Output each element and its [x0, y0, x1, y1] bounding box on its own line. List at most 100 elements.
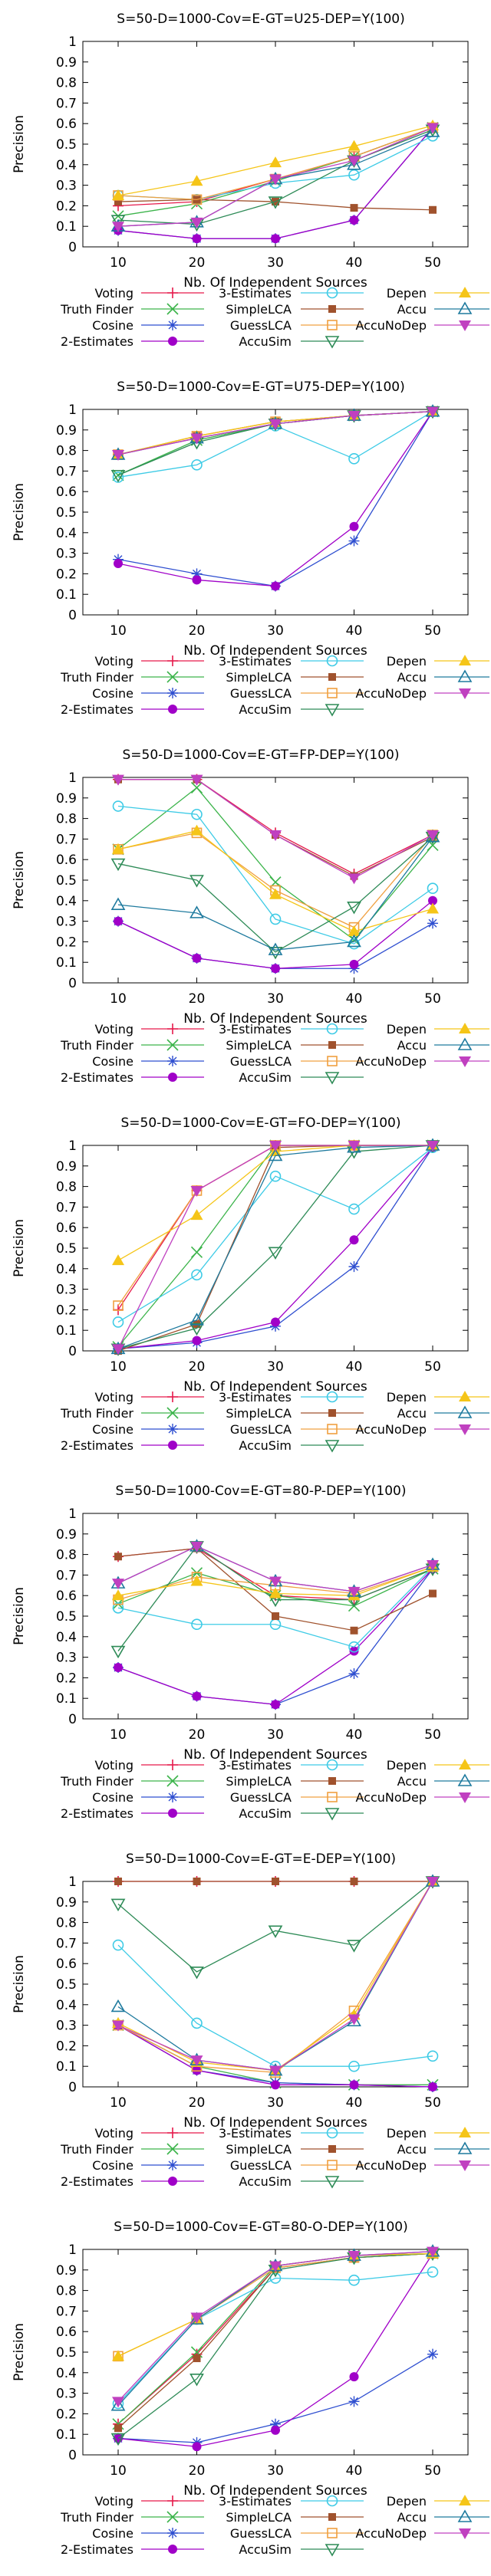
- data-point-2-estimates: [349, 215, 359, 225]
- data-point-accunodep: [427, 1141, 439, 1152]
- y-tick-label: 0.9: [56, 1159, 77, 1175]
- legend-marker-depen: [459, 287, 471, 297]
- y-tick-label: 0: [68, 608, 77, 623]
- y-tick-label: 0.5: [56, 137, 77, 153]
- data-point-accunodep: [269, 419, 282, 430]
- series-simplelca: [114, 196, 437, 214]
- y-tick-label: 1: [68, 1875, 77, 1890]
- data-point-accusim: [268, 1247, 283, 1260]
- y-tick-label: 0.6: [56, 1589, 77, 1604]
- data-point-accusim: [110, 469, 126, 483]
- legend-marker-3-estimates: [326, 287, 338, 299]
- y-axis-label: Precision: [12, 1587, 27, 1645]
- legend-label: GuessLCA: [230, 1054, 292, 1069]
- legend-label: AccuNoDep: [356, 1422, 427, 1437]
- y-axis-label: Precision: [12, 483, 27, 541]
- legend-marker-truth-finder: [166, 671, 179, 683]
- data-point-depen: [190, 1209, 203, 1221]
- data-point-accusim: [189, 1322, 204, 1336]
- legend-label: GuessLCA: [230, 1790, 292, 1805]
- data-point-accunodep: [190, 2312, 203, 2324]
- data-point-accunodep: [269, 2261, 282, 2272]
- legend-label: Voting: [94, 286, 133, 301]
- y-tick-label: 0.4: [56, 1262, 77, 1277]
- legend-marker-accunodep: [459, 320, 471, 331]
- x-tick-label: 10: [110, 1359, 127, 1375]
- data-point-accusim: [110, 858, 126, 872]
- data-point-depen: [269, 888, 282, 899]
- line-chart: S=50-D=1000-Cov=E-GT=FO-DEP=Y(100) 0 0.1 0.…: [12, 1116, 489, 1453]
- y-axis-label: Precision: [12, 115, 27, 173]
- legend-label: GuessLCA: [230, 318, 292, 333]
- series-voting: [113, 774, 438, 879]
- legend-marker-2-estimates: [168, 705, 177, 714]
- y-tick-label: 0.7: [56, 832, 77, 847]
- y-tick-label: 0.3: [56, 2387, 77, 2402]
- y-tick-label: 0.9: [56, 1527, 77, 1543]
- x-tick-label: 30: [267, 991, 284, 1007]
- y-tick-label: 0.1: [56, 2059, 77, 2075]
- series-line-3-estimates: [117, 2271, 433, 2404]
- legend-marker-2-estimates: [168, 1073, 177, 1082]
- data-point-depen: [190, 175, 203, 186]
- y-tick-label: 0: [68, 240, 77, 255]
- legend-marker-guesslca: [327, 688, 338, 698]
- y-tick-label: 0.8: [56, 2284, 77, 2299]
- plot-frame: [82, 41, 469, 248]
- legend-marker-accu: [457, 1037, 473, 1050]
- data-point-cosine: [191, 568, 203, 580]
- x-tick-label: 20: [189, 2095, 206, 2111]
- data-point-2-estimates: [192, 1336, 202, 1346]
- legend-label: SimpleLCA: [226, 1038, 292, 1053]
- series-3-estimates: [112, 2266, 439, 2410]
- data-point-2-estimates: [349, 959, 359, 969]
- legend-marker-3-estimates: [326, 1759, 338, 1771]
- data-point-depen: [112, 1589, 124, 1601]
- series-line-accusim: [117, 1545, 433, 1651]
- legend-marker-accunodep: [459, 2528, 471, 2539]
- legend-marker-depen: [459, 2127, 471, 2137]
- data-point-accunodep: [112, 2397, 124, 2408]
- legend-label: 2-Estimates: [61, 334, 133, 349]
- legend-marker-guesslca: [327, 1056, 338, 1066]
- legend-marker-accusim: [325, 704, 340, 717]
- legend-label: SimpleLCA: [226, 1774, 292, 1789]
- y-tick-label: 0.1: [56, 2427, 77, 2443]
- data-point-depen: [269, 156, 282, 168]
- data-point-cosine: [348, 1668, 360, 1680]
- series-accunodep: [112, 1541, 439, 1598]
- legend-marker-accu: [457, 2141, 473, 2154]
- data-point-accunodep: [348, 2251, 361, 2262]
- legend-label: Voting: [94, 1390, 133, 1405]
- legend-label: GuessLCA: [230, 2526, 292, 2541]
- data-point-truth-finder: [112, 469, 124, 481]
- data-point-accunodep: [427, 2246, 439, 2258]
- legend-marker-simplelca: [328, 1777, 336, 1785]
- legend-label: AccuSim: [239, 2542, 292, 2557]
- chart-title: S=50-D=1000-Cov=E-GT=80-P-DEP=Y(100): [115, 1484, 406, 1499]
- series-line-voting: [117, 2252, 433, 2425]
- data-point-2-estimates: [349, 1235, 359, 1245]
- x-tick-label: 50: [424, 991, 441, 1007]
- data-point-accunodep: [348, 411, 361, 422]
- data-point-accunodep: [112, 1579, 124, 1590]
- y-tick-label: 0.9: [56, 2263, 77, 2279]
- legend-marker-cosine: [167, 320, 178, 330]
- data-point-accunodep: [190, 1541, 203, 1552]
- data-point-3-estimates: [348, 453, 360, 465]
- legend-label: 3-Estimates: [219, 1758, 292, 1773]
- legend-label: AccuNoDep: [356, 686, 427, 701]
- data-point-accusim: [189, 2374, 204, 2387]
- series-accusim: [110, 831, 440, 960]
- x-tick-label: 20: [189, 991, 206, 1007]
- series-accusim: [110, 1541, 440, 1659]
- data-point-depen: [112, 843, 124, 854]
- data-point-accusim: [189, 875, 204, 888]
- data-point-3-estimates: [269, 2272, 282, 2284]
- data-point-accusim: [110, 1645, 126, 1659]
- data-point-simplelca: [350, 204, 358, 212]
- data-point-depen: [427, 902, 439, 914]
- legend-marker-cosine: [167, 1056, 178, 1066]
